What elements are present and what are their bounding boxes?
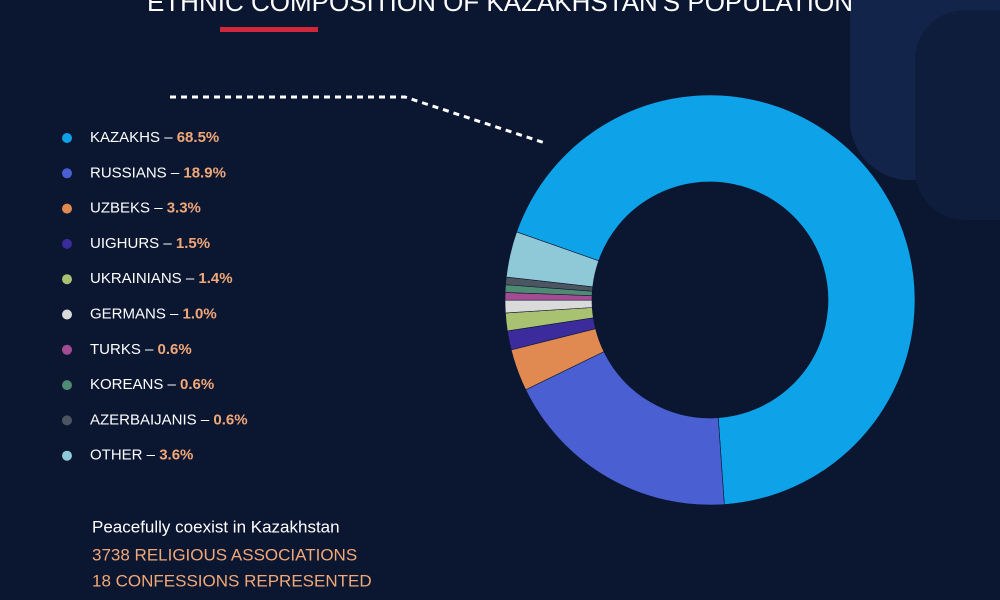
legend-marker (62, 309, 72, 320)
legend-label: KOREANS (90, 376, 163, 393)
footer-line: 18 CONFESSIONS REPRESENTED (92, 571, 372, 590)
donut-segment (525, 351, 725, 506)
legend-marker (62, 203, 72, 214)
title-underline (220, 27, 318, 32)
legend-separator: – (170, 305, 179, 322)
value-label: 3.3% (167, 200, 201, 217)
legend-marker (62, 380, 72, 391)
legend-marker (62, 133, 72, 143)
legend-entry: UIGHURS – 1.5% (90, 235, 210, 252)
legend-separator: – (163, 235, 172, 252)
legend-marker (62, 274, 72, 285)
legend-entry: RUSSIANS – 18.9% (90, 164, 226, 181)
legend-separator: – (154, 200, 163, 217)
value-label: 3.6% (159, 447, 193, 464)
legend-separator: – (168, 376, 177, 393)
legend-separator: – (201, 411, 210, 428)
legend-label: TURKS (90, 341, 141, 358)
legend-separator: – (171, 164, 180, 181)
decor-shape (915, 10, 1000, 220)
footer-line: 3738 RELIGIOUS ASSOCIATIONS (92, 545, 357, 564)
legend-label: OTHER (90, 447, 143, 464)
legend-entry: AZERBAIJANIS – 0.6% (90, 411, 248, 428)
legend-separator: – (145, 341, 154, 358)
legend-marker (62, 344, 72, 355)
legend-marker (62, 415, 72, 426)
donut-segment (505, 231, 600, 288)
legend-entry: KOREANS – 0.6% (90, 376, 214, 393)
legend-entry: GERMANS – 1.0% (90, 305, 217, 322)
value-label: 1.5% (176, 235, 210, 252)
value-label: 0.6% (158, 341, 192, 358)
legend-entry: TURKS – 0.6% (90, 341, 192, 358)
legend-entry: UZBEKS – 3.3% (90, 200, 201, 217)
value-label: 0.6% (213, 411, 247, 428)
value-label: 68.5% (177, 129, 220, 146)
legend-marker (62, 168, 72, 179)
legend-marker (62, 238, 72, 249)
legend-separator: – (186, 270, 195, 287)
pointer-line (170, 95, 546, 145)
value-label: 1.4% (198, 270, 232, 287)
footer-intro: Peacefully coexist in Kazakhstan (92, 517, 340, 536)
legend-label: GERMANS (90, 305, 166, 322)
value-label: 1.0% (183, 305, 217, 322)
legend-entry: OTHER – 3.6% (90, 447, 193, 464)
legend-label: UIGHURS (90, 235, 159, 252)
legend-entry: KAZAKHS – 68.5% (90, 129, 219, 146)
value-label: 18.9% (183, 164, 226, 181)
chart-title: ETHNIC COMPOSITION OF KAZAKHSTAN'S POPUL… (147, 0, 853, 17)
legend-separator: – (164, 129, 173, 146)
legend-label: UKRAINIANS (90, 270, 182, 287)
legend-label: UZBEKS (90, 200, 150, 217)
donut-segment (516, 94, 916, 505)
legend-marker (62, 450, 72, 461)
legend-entry: UKRAINIANS – 1.4% (90, 270, 233, 287)
legend-label: RUSSIANS (90, 164, 167, 181)
legend-label: AZERBAIJANIS (90, 411, 197, 428)
legend-separator: – (147, 447, 156, 464)
legend-label: KAZAKHS (90, 129, 160, 146)
value-label: 0.6% (180, 376, 214, 393)
